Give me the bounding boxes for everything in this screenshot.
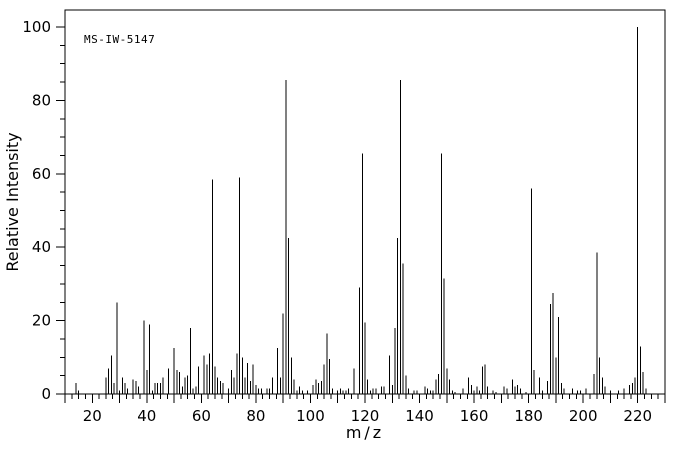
y-axis-title: Relative Intensity: [3, 132, 22, 271]
x-tick-label: 20: [83, 407, 102, 425]
x-tick-label: 220: [623, 407, 652, 425]
x-tick-label: 80: [246, 407, 265, 425]
y-tick-label: 80: [32, 91, 51, 109]
y-tick-label: 60: [32, 165, 51, 183]
x-tick-label: 100: [296, 407, 325, 425]
y-tick-label: 40: [32, 238, 51, 256]
x-tick-label: 180: [514, 407, 543, 425]
x-tick-label: 140: [405, 407, 434, 425]
spectrum-id-label: MS-IW-5147: [84, 33, 155, 46]
x-axis-title: m/z: [346, 423, 384, 442]
x-tick-label: 120: [351, 407, 380, 425]
x-tick-label: 60: [192, 407, 211, 425]
x-tick-label: 40: [137, 407, 156, 425]
x-tick-label: 160: [460, 407, 489, 425]
x-tick-label: 200: [569, 407, 598, 425]
y-tick-label: 0: [41, 385, 51, 403]
y-tick-label: 100: [22, 18, 51, 36]
y-tick-label: 20: [32, 312, 51, 330]
